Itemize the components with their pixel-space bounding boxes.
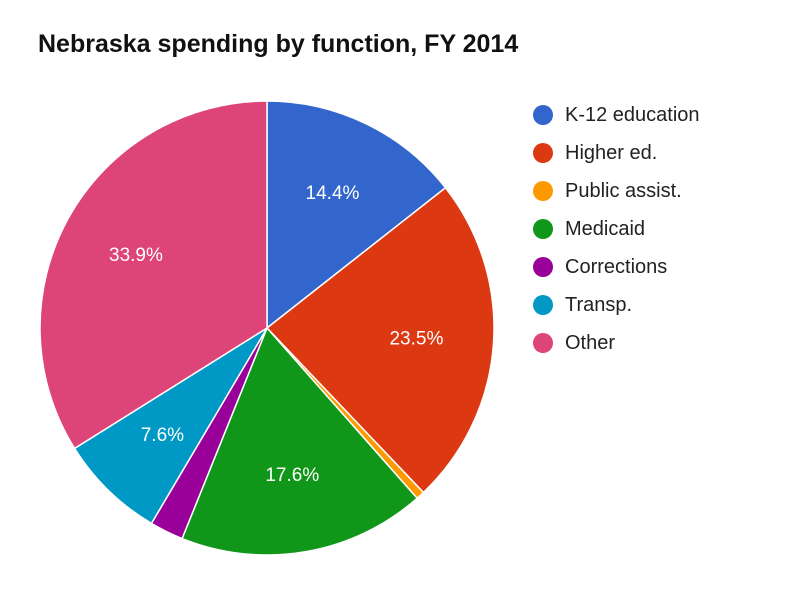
legend-swatch [533,105,553,125]
legend-label: Medicaid [565,217,646,240]
legend: K-12 education Higher ed. Public assist. Me… [533,96,773,362]
legend-item-public-assist: Public assist. [533,172,773,210]
legend-item-medicaid: Medicaid [533,210,773,248]
legend-swatch [533,143,553,163]
pie-slice-medicaid [181,326,419,556]
pie-slice-higher-ed [265,186,495,494]
legend-item-k-12-education: K-12 education [533,96,773,134]
legend-swatch [533,257,553,277]
legend-swatch [533,181,553,201]
legend-label: Corrections [565,255,668,278]
legend-swatch [533,333,553,353]
chart-title: Nebraska spending by function, FY 2014 [38,30,519,58]
legend-label: K-12 education [565,103,700,126]
data-label-transp: 7.6% [141,425,184,446]
pie-slice-other [39,100,268,450]
pie-slice-k-12-education [266,100,447,330]
legend-label: Other [565,331,616,354]
legend-item-higher-ed: Higher ed. [533,134,773,172]
legend-item-corrections: Corrections [533,248,773,286]
data-label-medicaid: 17.6% [265,465,319,486]
pie-slice-transp [73,327,268,525]
data-label-k-12-education: 14.4% [306,183,360,204]
data-label-higher-ed: 23.5% [389,328,443,349]
legend-label: Public assist. [565,179,682,202]
legend-label: Higher ed. [565,141,658,164]
data-label-other: 33.9% [109,245,163,266]
legend-item-transp: Transp. [533,286,773,324]
legend-swatch [533,295,553,315]
legend-item-other: Other [533,324,773,362]
legend-swatch [533,219,553,239]
legend-label: Transp. [565,293,633,316]
